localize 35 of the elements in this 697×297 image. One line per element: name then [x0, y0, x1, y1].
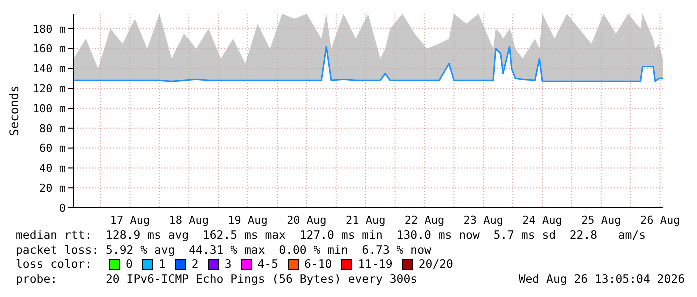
y-tick-label: 0 [59, 202, 66, 215]
text: probe: 20 IPv6-ICMP Echo Pings (56 Bytes) every 300s [16, 272, 418, 286]
text: median rtt: 128.9 ms avg 162.5 ms max 127.0 ms min 130.0 ms now 5.7 ms sd 22.8 am/s [16, 228, 648, 242]
x-tick-label: 19 Aug [228, 214, 268, 227]
x-tick-label: 18 Aug [169, 214, 210, 227]
y-axis-title: Seconds [7, 86, 22, 136]
x-tick-label: 22 Aug [404, 214, 445, 227]
legend-label: 11-19 [358, 257, 393, 272]
x-tick-label: 21 Aug [346, 214, 386, 227]
x-tick-label: 26 Aug [640, 214, 680, 227]
y-tick-label: 20 m [40, 182, 66, 196]
y-tick-label: 40 m [40, 162, 66, 176]
y-tick-label: 80 m [40, 122, 66, 136]
y-tick-label: 180 m [32, 22, 66, 36]
text: Wed Aug 26 13:05:04 2026 [518, 272, 685, 286]
x-tick-label: 24 Aug [522, 214, 562, 227]
y-tick-label: 160 m [32, 42, 66, 56]
y-tick-label: 100 m [32, 102, 66, 116]
legend-label: 3 [224, 257, 232, 272]
line-series [74, 46, 663, 82]
y-tick-label: 140 m [32, 62, 66, 76]
legend-label: 2 [192, 257, 199, 272]
x-tick-label: 17 Aug [110, 214, 150, 227]
y-tick-label: 60 m [40, 142, 66, 156]
x-tick-label: 25 Aug [582, 214, 622, 227]
x-tick-label: 20 Aug [287, 214, 327, 227]
y-tick-label: 120 m [32, 82, 66, 96]
text: packet loss: 5.92 % avg 44.31 % max 0.00 % min 6.73 % now [16, 242, 432, 257]
legend-label: 20/20 [418, 257, 454, 272]
legend-label: 4-5 [258, 257, 279, 272]
x-tick-label: 23 Aug [464, 214, 504, 227]
legend-title: loss color: [16, 257, 94, 272]
legend-label: 0 [126, 257, 133, 272]
legend-label: 1 [158, 257, 166, 272]
legend-label: 6-10 [304, 257, 332, 272]
